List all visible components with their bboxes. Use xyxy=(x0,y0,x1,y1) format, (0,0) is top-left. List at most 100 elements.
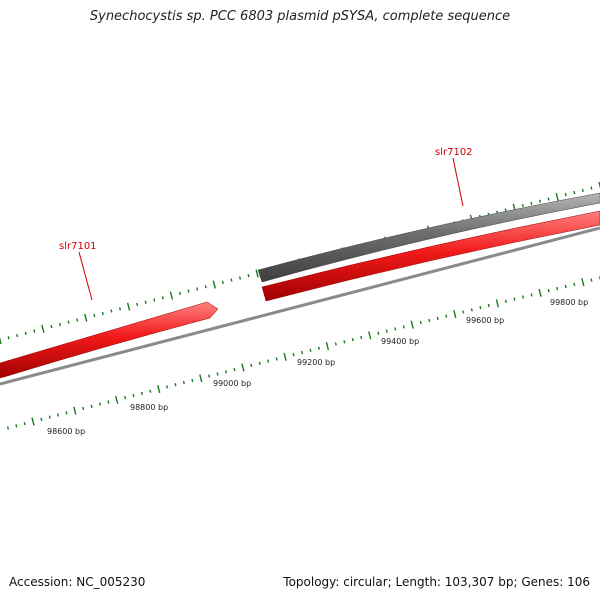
minor-tick xyxy=(513,297,516,301)
minor-tick xyxy=(182,380,185,385)
minor-tick xyxy=(521,203,524,208)
major-tick xyxy=(368,331,372,340)
minor-tick xyxy=(90,404,93,408)
minor-tick xyxy=(132,393,135,398)
minor-tick xyxy=(93,313,96,318)
genome-backbone xyxy=(0,226,600,386)
minor-tick xyxy=(581,188,584,192)
minor-tick xyxy=(521,295,525,299)
minor-tick xyxy=(419,320,422,325)
major-tick xyxy=(199,374,203,383)
minor-tick xyxy=(309,348,312,352)
minor-tick xyxy=(140,391,143,395)
minor-tick xyxy=(124,396,127,400)
minor-tick xyxy=(136,302,139,307)
minor-tick xyxy=(428,318,431,323)
minor-tick xyxy=(57,413,60,417)
minor-tick xyxy=(590,278,593,282)
major-tick xyxy=(126,302,131,311)
minor-tick xyxy=(48,415,51,419)
minor-tick xyxy=(24,331,27,335)
minor-tick xyxy=(590,186,593,190)
minor-tick xyxy=(377,331,380,335)
minor-tick xyxy=(343,340,346,344)
minor-tick xyxy=(98,402,101,406)
minor-tick xyxy=(258,361,261,365)
major-tick xyxy=(241,363,245,372)
minor-tick xyxy=(564,193,567,197)
minor-tick xyxy=(204,285,207,289)
minor-tick xyxy=(547,197,550,201)
scale-label-99400: 99400 bp xyxy=(381,337,419,346)
minor-tick xyxy=(564,284,567,289)
minor-tick xyxy=(250,363,253,367)
minor-tick xyxy=(221,280,224,284)
minor-tick xyxy=(230,278,233,282)
minor-tick xyxy=(360,335,363,340)
minor-tick xyxy=(436,316,439,320)
map-title: Synechocystis sp. PCC 6803 plasmid pSYSA… xyxy=(89,9,511,24)
minor-tick xyxy=(67,320,70,324)
gene-arrow-slr7101[interactable] xyxy=(0,301,219,379)
minor-tick xyxy=(76,318,79,322)
minor-tick xyxy=(7,336,10,340)
accession-text: Accession: NC_005230 xyxy=(9,575,146,589)
minor-tick xyxy=(462,310,465,314)
major-tick xyxy=(555,192,559,201)
gene-arrow-reverse[interactable] xyxy=(257,192,600,283)
scale-label-99000: 99000 bp xyxy=(213,379,251,388)
sequence-summary-text: Topology: circular; Length: 103,307 bp; … xyxy=(283,575,590,589)
minor-tick xyxy=(187,289,190,293)
scale-tick-row xyxy=(6,276,600,430)
major-tick xyxy=(598,181,600,189)
minor-tick xyxy=(573,190,576,195)
minor-tick xyxy=(107,400,110,404)
minor-tick xyxy=(33,329,36,333)
minor-tick xyxy=(208,374,211,378)
minor-tick xyxy=(233,368,236,372)
minor-tick xyxy=(275,357,278,361)
minor-tick xyxy=(385,329,388,333)
major-tick xyxy=(410,320,414,329)
minor-tick xyxy=(118,307,122,311)
minor-tick xyxy=(191,378,194,383)
minor-tick xyxy=(538,199,542,203)
major-tick xyxy=(581,278,585,287)
gene-label-leader-slr7101 xyxy=(78,251,93,301)
major-tick xyxy=(31,417,35,426)
minor-tick xyxy=(351,338,354,342)
minor-tick xyxy=(196,287,199,291)
minor-tick xyxy=(110,309,113,313)
major-tick xyxy=(0,337,2,345)
major-tick xyxy=(212,280,216,289)
scale-label-99800: 99800 bp xyxy=(550,298,588,307)
minor-tick xyxy=(50,325,53,329)
major-tick xyxy=(495,299,499,308)
minor-tick xyxy=(178,291,182,295)
gene-arrow-slr7102[interactable] xyxy=(261,210,600,302)
minor-tick xyxy=(58,322,62,327)
minor-tick xyxy=(547,289,550,293)
minor-tick xyxy=(394,327,397,331)
major-tick xyxy=(84,313,88,322)
major-tick xyxy=(283,352,287,361)
major-tick xyxy=(255,269,259,278)
minor-tick xyxy=(556,286,559,291)
minor-tick xyxy=(292,353,295,357)
minor-tick xyxy=(402,325,405,329)
major-tick xyxy=(157,385,161,394)
minor-tick xyxy=(504,299,507,303)
minor-tick xyxy=(6,426,10,430)
minor-tick xyxy=(267,359,270,363)
minor-tick xyxy=(487,303,490,308)
major-tick xyxy=(169,291,174,300)
minor-tick xyxy=(174,383,177,387)
minor-tick xyxy=(16,333,19,338)
major-tick xyxy=(115,395,119,404)
major-tick xyxy=(325,342,330,351)
minor-tick xyxy=(530,201,533,206)
major-tick xyxy=(538,288,542,297)
gene-label-slr7101: slr7101 xyxy=(59,241,97,252)
minor-tick xyxy=(470,308,473,312)
